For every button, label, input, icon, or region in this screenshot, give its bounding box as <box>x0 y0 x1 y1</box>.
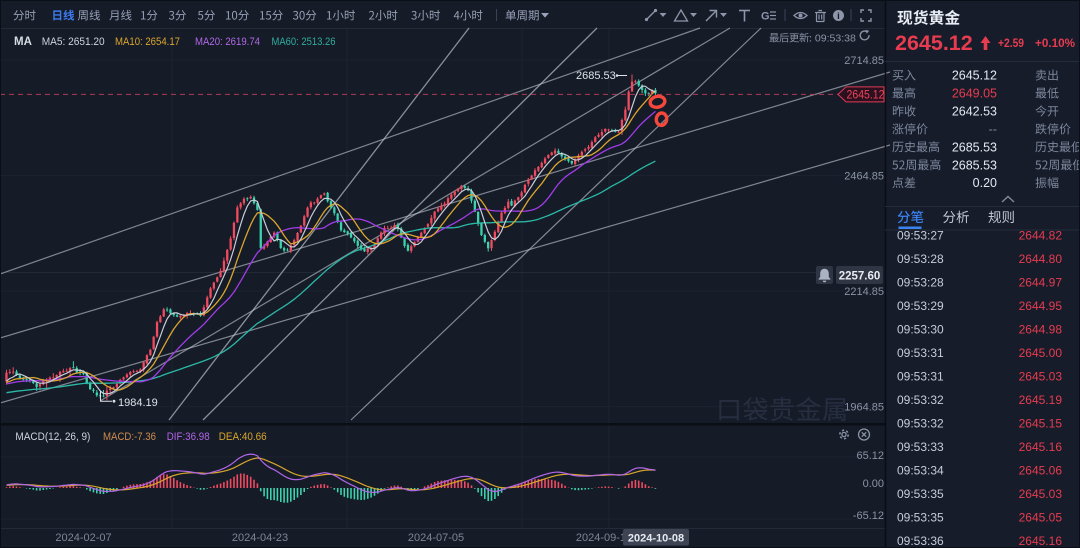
svg-text:0.00: 0.00 <box>863 478 884 490</box>
svg-text:DEA:40.66: DEA:40.66 <box>219 431 267 443</box>
svg-text:MA5: 2651.20: MA5: 2651.20 <box>42 36 105 48</box>
svg-text:2024-04-23: 2024-04-23 <box>232 532 288 544</box>
svg-text:MA10: 2654.17: MA10: 2654.17 <box>115 36 180 48</box>
svg-text:2645.16: 2645.16 <box>1019 534 1063 548</box>
svg-text:2645.16: 2645.16 <box>1019 440 1063 454</box>
svg-text:2257.60: 2257.60 <box>839 271 881 283</box>
svg-text:2645.05: 2645.05 <box>1019 510 1063 524</box>
svg-text:2645.06: 2645.06 <box>1019 463 1063 477</box>
svg-text:1984.19: 1984.19 <box>118 397 158 409</box>
svg-text:MA20: 2619.74: MA20: 2619.74 <box>195 36 260 48</box>
svg-text:09:53:31: 09:53:31 <box>897 346 944 360</box>
svg-text:2645.12: 2645.12 <box>895 31 973 55</box>
svg-text:2642.53: 2642.53 <box>952 105 997 119</box>
svg-text:2464.85: 2464.85 <box>844 171 884 183</box>
svg-text:09:53:32: 09:53:32 <box>897 393 944 407</box>
svg-text:09:53:30: 09:53:30 <box>897 322 944 336</box>
svg-text:09:53:35: 09:53:35 <box>897 510 944 524</box>
svg-text:2024-09-17: 2024-09-17 <box>576 532 632 544</box>
svg-text:-65.12: -65.12 <box>853 510 884 522</box>
svg-text:09:53:38: 09:53:38 <box>815 33 856 45</box>
svg-text:2644.95: 2644.95 <box>1019 299 1063 313</box>
svg-text:--: -- <box>989 122 997 136</box>
svg-text:MACD:-7.36: MACD:-7.36 <box>103 431 156 443</box>
svg-text:2685.53: 2685.53 <box>576 70 616 82</box>
svg-text:MA: MA <box>14 36 32 48</box>
svg-text:2645.03: 2645.03 <box>1019 487 1063 501</box>
svg-text:09:53:28: 09:53:28 <box>897 275 944 289</box>
svg-text:09:53:29: 09:53:29 <box>897 299 944 313</box>
svg-text:09:53:28: 09:53:28 <box>897 252 944 266</box>
svg-text:2714.85: 2714.85 <box>844 55 884 67</box>
svg-text:MA60: 2513.26: MA60: 2513.26 <box>272 36 336 48</box>
svg-text:2685.53: 2685.53 <box>952 140 997 154</box>
svg-text:2644.80: 2644.80 <box>1019 252 1063 266</box>
svg-text:2645.19: 2645.19 <box>1019 393 1063 407</box>
svg-text:2649.05: 2649.05 <box>952 87 997 101</box>
svg-text:2645.03: 2645.03 <box>1019 369 1063 383</box>
svg-text:2645.15: 2645.15 <box>1019 416 1063 430</box>
svg-text:2645.12: 2645.12 <box>952 69 997 83</box>
svg-text:2645.00: 2645.00 <box>1019 346 1063 360</box>
svg-text:2644.82: 2644.82 <box>1019 228 1063 242</box>
svg-text:2685.53: 2685.53 <box>952 158 997 172</box>
svg-text:2644.98: 2644.98 <box>1019 322 1063 336</box>
svg-text:2024-02-07: 2024-02-07 <box>55 532 111 544</box>
svg-text:09:53:31: 09:53:31 <box>897 369 944 383</box>
svg-text:1964.85: 1964.85 <box>844 402 884 414</box>
svg-text:09:53:34: 09:53:34 <box>897 463 944 477</box>
svg-text:2214.85: 2214.85 <box>844 286 884 298</box>
svg-text:MACD(12, 26, 9): MACD(12, 26, 9) <box>15 431 90 443</box>
svg-text:+2.59: +2.59 <box>998 36 1024 50</box>
svg-text:i: i <box>837 11 840 22</box>
svg-text:2024-10-08: 2024-10-08 <box>628 533 684 545</box>
svg-text:2645.12: 2645.12 <box>847 90 885 102</box>
svg-text:2024-07-05: 2024-07-05 <box>408 532 464 544</box>
svg-text:09:53:27: 09:53:27 <box>897 228 944 242</box>
svg-text:09:53:32: 09:53:32 <box>897 416 944 430</box>
svg-text:2644.97: 2644.97 <box>1019 275 1063 289</box>
svg-text:09:53:36: 09:53:36 <box>897 534 944 548</box>
svg-text:G: G <box>761 11 770 23</box>
svg-text:DIF:36.98: DIF:36.98 <box>167 431 210 443</box>
svg-text:65.12: 65.12 <box>856 450 884 462</box>
svg-text:09:53:33: 09:53:33 <box>897 440 944 454</box>
svg-text:+0.10%: +0.10% <box>1035 36 1075 50</box>
svg-text:09:53:35: 09:53:35 <box>897 487 944 501</box>
svg-text:0.20: 0.20 <box>973 176 997 190</box>
